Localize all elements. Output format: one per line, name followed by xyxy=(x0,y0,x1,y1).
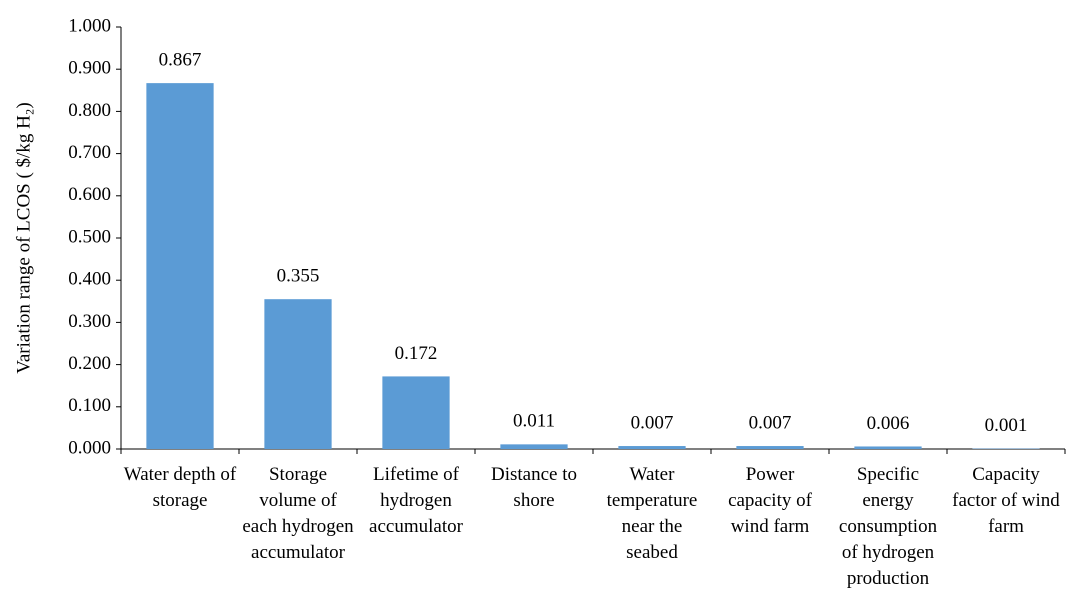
bar xyxy=(146,83,214,449)
bar xyxy=(618,446,686,449)
y-tick-label: 0.100 xyxy=(68,395,111,416)
data-label: 0.001 xyxy=(985,415,1028,436)
y-tick-label: 0.500 xyxy=(68,226,111,247)
bar xyxy=(736,446,804,449)
y-tick-label: 0.600 xyxy=(68,184,111,205)
x-tick-label: Capacity factor of wind farm xyxy=(952,464,1060,537)
y-tick-label: 0.900 xyxy=(68,58,111,79)
data-label: 0.007 xyxy=(631,412,674,433)
data-label: 0.011 xyxy=(513,411,555,432)
y-tick-label: 0.200 xyxy=(68,353,111,374)
y-tick-label: 1.000 xyxy=(68,15,111,36)
y-tick-label: 0.800 xyxy=(68,100,111,121)
bar xyxy=(264,299,332,449)
x-tick-label: Storage volume of each hydrogen accumula… xyxy=(242,464,354,563)
bar xyxy=(854,446,922,449)
data-label: 0.007 xyxy=(749,412,792,433)
x-tick-label: Distance to shore xyxy=(490,464,577,511)
bar xyxy=(500,444,568,449)
y-tick-label: 0.000 xyxy=(68,437,111,458)
x-tick-label: Water depth of storage xyxy=(123,464,237,511)
bar xyxy=(382,376,450,449)
data-label: 0.867 xyxy=(159,49,202,70)
y-tick-label: 0.700 xyxy=(68,142,111,163)
y-tick-label: 0.400 xyxy=(68,269,111,290)
x-tick-label: Lifetime of hydrogen accumulator xyxy=(369,464,463,537)
y-axis-label: Variation range of LCOS ( $/kg H₂) xyxy=(13,102,34,374)
data-label: 0.006 xyxy=(867,413,910,434)
x-tick-label: Specific energy consumption of hydrogen … xyxy=(838,464,938,589)
x-tick-label: Power capacity of wind farm xyxy=(728,464,812,537)
data-label: 0.355 xyxy=(277,266,320,287)
y-tick-label: 0.300 xyxy=(68,311,111,332)
x-tick-label: Water temperature near the seabed xyxy=(606,464,698,563)
data-label: 0.172 xyxy=(395,343,438,364)
